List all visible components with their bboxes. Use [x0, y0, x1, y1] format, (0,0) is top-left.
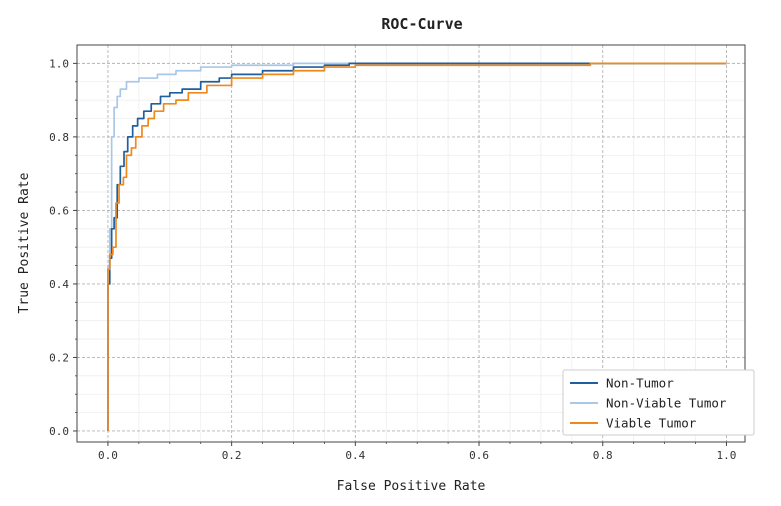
minor-grid: [77, 45, 745, 442]
legend-label-non-tumor: Non-Tumor: [606, 376, 674, 391]
legend-box: [562, 369, 755, 436]
y-axis-title: True Positive Rate: [17, 172, 32, 313]
legend-label-non-viable-tumor: Non-Viable Tumor: [606, 396, 727, 411]
chart-title: ROC-Curve: [381, 15, 462, 33]
series-line-viable-tumor: [107, 62, 727, 431]
x-tick-label: 0.8: [593, 449, 613, 462]
x-tick-labels: 0.0 0.2 0.4 0.6 0.8 1.0: [98, 449, 736, 462]
series-lines: [107, 62, 727, 431]
x-tick-label: 0.6: [469, 449, 489, 462]
x-tick-label: 1.0: [717, 449, 737, 462]
y-tick-label: 0.6: [49, 204, 69, 217]
legend: Non-Tumor Non-Viable Tumor Viable Tumor: [562, 369, 755, 436]
axis-ticks: [73, 62, 727, 446]
x-tick-label: 0.4: [345, 449, 365, 462]
plot-frame: [76, 44, 746, 443]
y-tick-labels: 0.0 0.2 0.4 0.6 0.8 1.0: [49, 57, 69, 438]
x-tick-label: 0.0: [98, 449, 118, 462]
x-axis-title: False Positive Rate: [337, 479, 486, 494]
y-tick-label: 0.4: [49, 278, 69, 291]
y-tick-label: 0.8: [49, 131, 69, 144]
legend-label-viable-tumor: Viable Tumor: [606, 416, 697, 431]
y-tick-label: 0.2: [49, 351, 69, 364]
series-line-non-viable-tumor: [107, 62, 727, 431]
x-tick-label: 0.2: [222, 449, 242, 462]
y-tick-label: 1.0: [49, 57, 69, 70]
y-tick-label: 0.0: [49, 425, 69, 438]
